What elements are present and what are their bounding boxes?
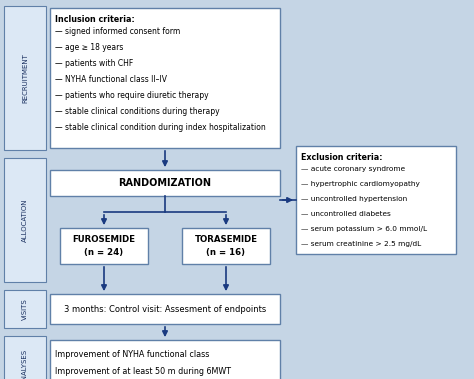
Bar: [4, 290, 46, 328]
Text: VISITS: VISITS: [22, 298, 28, 320]
Bar: [296, 146, 456, 254]
Text: Exclusion criteria:: Exclusion criteria:: [301, 153, 383, 162]
Text: Inclusion criteria:: Inclusion criteria:: [55, 15, 135, 24]
Bar: [4, 6, 46, 150]
Bar: [50, 340, 280, 379]
Text: — uncontrolled hypertension: — uncontrolled hypertension: [301, 196, 407, 202]
Text: — stable clinical condition during index hospitalization: — stable clinical condition during index…: [55, 123, 266, 132]
Text: — serum creatinine > 2.5 mg/dL: — serum creatinine > 2.5 mg/dL: [301, 241, 421, 247]
Text: ANALYSES: ANALYSES: [22, 348, 28, 379]
Text: 3 months: Control visit: Assesment of endpoints: 3 months: Control visit: Assesment of en…: [64, 304, 266, 313]
Bar: [4, 336, 46, 379]
Text: ALLOCATION: ALLOCATION: [22, 198, 28, 242]
Bar: [182, 228, 270, 264]
Text: — patients who require diuretic therapy: — patients who require diuretic therapy: [55, 91, 209, 100]
Text: — serum potassium > 6.0 mmol/L: — serum potassium > 6.0 mmol/L: [301, 226, 427, 232]
Text: — hypertrophic cardiomyopathy: — hypertrophic cardiomyopathy: [301, 181, 420, 187]
Text: Improvement of NYHA functional class: Improvement of NYHA functional class: [55, 350, 210, 359]
Text: RANDOMIZATION: RANDOMIZATION: [118, 178, 211, 188]
Text: — acute coronary syndrome: — acute coronary syndrome: [301, 166, 405, 172]
Text: TORASEMIDE
(n = 16): TORASEMIDE (n = 16): [194, 235, 257, 257]
Text: — patients with CHF: — patients with CHF: [55, 59, 133, 68]
Text: — signed informed consent form: — signed informed consent form: [55, 27, 180, 36]
Text: RECRUITMENT: RECRUITMENT: [22, 53, 28, 103]
Text: — stable clinical conditions during therapy: — stable clinical conditions during ther…: [55, 107, 219, 116]
Text: — age ≥ 18 years: — age ≥ 18 years: [55, 43, 123, 52]
Bar: [50, 170, 280, 196]
Text: FUROSEMIDE
(n = 24): FUROSEMIDE (n = 24): [73, 235, 136, 257]
Bar: [60, 228, 148, 264]
Text: — NYHA functional class II–IV: — NYHA functional class II–IV: [55, 75, 167, 84]
Bar: [50, 294, 280, 324]
Text: — uncontrolled diabetes: — uncontrolled diabetes: [301, 211, 391, 217]
Bar: [4, 158, 46, 282]
Text: Improvement of at least 50 m during 6MWT: Improvement of at least 50 m during 6MWT: [55, 367, 231, 376]
Bar: [50, 8, 280, 148]
